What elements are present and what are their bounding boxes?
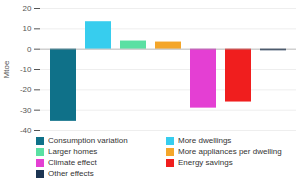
svg-text:-20: -20 bbox=[20, 85, 32, 94]
html-text:Energy savings: Energy savings bbox=[178, 158, 233, 167]
svg-text:0: 0 bbox=[27, 45, 32, 54]
svg-text:-10: -10 bbox=[20, 65, 32, 74]
svg-text:20: 20 bbox=[23, 4, 32, 13]
html-text:Consumption variation: Consumption variation bbox=[48, 136, 128, 145]
html-text:Other effects: Other effects bbox=[48, 169, 94, 178]
svg-text:Mtoe: Mtoe bbox=[2, 60, 11, 78]
svg-text:10: 10 bbox=[23, 24, 32, 33]
html-text:Larger homes: Larger homes bbox=[48, 147, 98, 156]
html-text:Climate effect: Climate effect bbox=[48, 158, 97, 167]
html-text:More appliances per dwelling: More appliances per dwelling bbox=[178, 147, 282, 156]
html-text:More dwellings: More dwellings bbox=[178, 136, 232, 145]
svg-text:-40: -40 bbox=[20, 126, 32, 135]
svg-text:-30: -30 bbox=[20, 106, 32, 115]
